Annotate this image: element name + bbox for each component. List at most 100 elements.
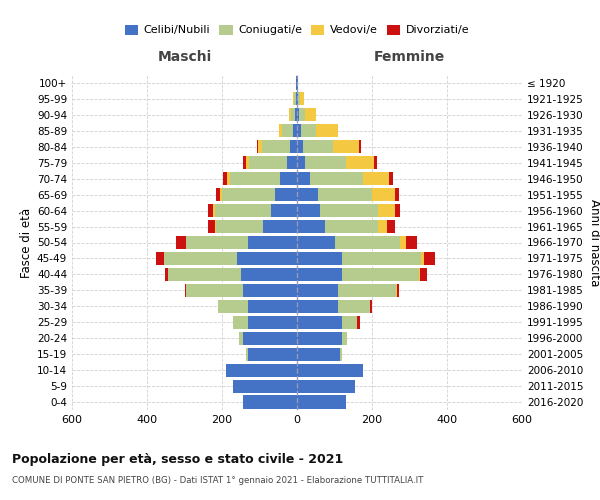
Legend: Celibi/Nubili, Coniugati/e, Vedovi/e, Divorziati/e: Celibi/Nubili, Coniugati/e, Vedovi/e, Di… xyxy=(121,20,473,40)
Bar xyxy=(248,316,297,329)
Bar xyxy=(156,252,163,265)
Bar xyxy=(332,140,359,153)
Bar xyxy=(421,252,424,265)
Bar xyxy=(212,204,215,217)
Bar xyxy=(298,92,300,106)
Bar xyxy=(295,108,297,122)
Text: Popolazione per età, sesso e stato civile - 2021: Popolazione per età, sesso e stato civil… xyxy=(12,452,343,466)
Bar xyxy=(279,124,282,138)
Bar xyxy=(424,252,435,265)
Bar xyxy=(248,348,297,360)
Bar xyxy=(316,124,338,138)
Bar xyxy=(280,172,297,185)
Bar xyxy=(249,156,287,170)
Bar xyxy=(218,300,248,313)
Bar xyxy=(297,316,342,329)
Bar xyxy=(185,236,187,249)
Bar xyxy=(248,236,297,249)
Bar xyxy=(243,156,246,170)
Bar xyxy=(297,380,355,392)
Bar xyxy=(215,220,217,233)
Bar xyxy=(296,92,297,106)
Bar xyxy=(237,252,297,265)
Bar xyxy=(297,220,325,233)
Bar xyxy=(325,220,377,233)
Bar xyxy=(217,188,220,201)
Text: Maschi: Maschi xyxy=(157,50,212,64)
Bar xyxy=(187,284,242,297)
Bar xyxy=(242,332,297,345)
Bar xyxy=(242,396,297,408)
Bar xyxy=(342,252,421,265)
Bar xyxy=(263,220,297,233)
Bar xyxy=(342,316,357,329)
Bar xyxy=(297,108,299,122)
Bar xyxy=(297,156,305,170)
Bar xyxy=(299,108,305,122)
Bar xyxy=(297,300,338,313)
Bar xyxy=(370,300,372,313)
Bar xyxy=(301,124,316,138)
Bar xyxy=(164,252,237,265)
Bar xyxy=(297,252,342,265)
Bar xyxy=(227,172,229,185)
Bar xyxy=(297,364,362,376)
Bar xyxy=(239,332,242,345)
Bar xyxy=(215,204,271,217)
Bar xyxy=(167,268,241,281)
Bar xyxy=(282,124,293,138)
Text: Femmine: Femmine xyxy=(374,50,445,64)
Bar xyxy=(419,268,420,281)
Bar xyxy=(223,172,227,185)
Bar xyxy=(342,268,419,281)
Bar xyxy=(226,364,297,376)
Bar xyxy=(242,284,297,297)
Bar xyxy=(305,108,316,122)
Bar xyxy=(233,380,297,392)
Bar xyxy=(297,332,342,345)
Bar xyxy=(208,204,212,217)
Bar xyxy=(164,268,167,281)
Bar xyxy=(248,300,297,313)
Bar xyxy=(387,220,395,233)
Bar xyxy=(185,284,187,297)
Bar xyxy=(397,284,399,297)
Bar xyxy=(297,124,301,138)
Bar xyxy=(377,220,387,233)
Text: COMUNE DI PONTE SAN PIETRO (BG) - Dati ISTAT 1° gennaio 2021 - Elaborazione TUTT: COMUNE DI PONTE SAN PIETRO (BG) - Dati I… xyxy=(12,476,424,485)
Bar xyxy=(389,172,394,185)
Bar xyxy=(300,92,304,106)
Bar xyxy=(297,76,298,90)
Bar xyxy=(374,156,377,170)
Bar xyxy=(297,284,338,297)
Bar xyxy=(297,92,298,106)
Bar xyxy=(246,156,249,170)
Bar xyxy=(338,300,370,313)
Bar xyxy=(372,188,395,201)
Bar xyxy=(320,204,377,217)
Bar xyxy=(310,172,362,185)
Bar xyxy=(271,204,297,217)
Y-axis label: Anni di nascita: Anni di nascita xyxy=(588,199,600,286)
Y-axis label: Fasce di età: Fasce di età xyxy=(20,208,33,278)
Bar xyxy=(317,188,372,201)
Bar xyxy=(346,156,374,170)
Bar xyxy=(297,236,335,249)
Bar xyxy=(290,108,295,122)
Bar xyxy=(305,156,346,170)
Bar xyxy=(293,124,297,138)
Bar xyxy=(340,348,341,360)
Bar xyxy=(187,236,248,249)
Bar xyxy=(420,268,427,281)
Bar xyxy=(257,140,259,153)
Bar xyxy=(241,268,297,281)
Bar xyxy=(297,396,346,408)
Bar xyxy=(208,220,215,233)
Bar xyxy=(297,204,320,217)
Bar xyxy=(289,108,290,122)
Bar xyxy=(259,140,262,153)
Bar xyxy=(233,316,248,329)
Bar xyxy=(302,140,332,153)
Bar xyxy=(222,188,275,201)
Bar xyxy=(297,348,340,360)
